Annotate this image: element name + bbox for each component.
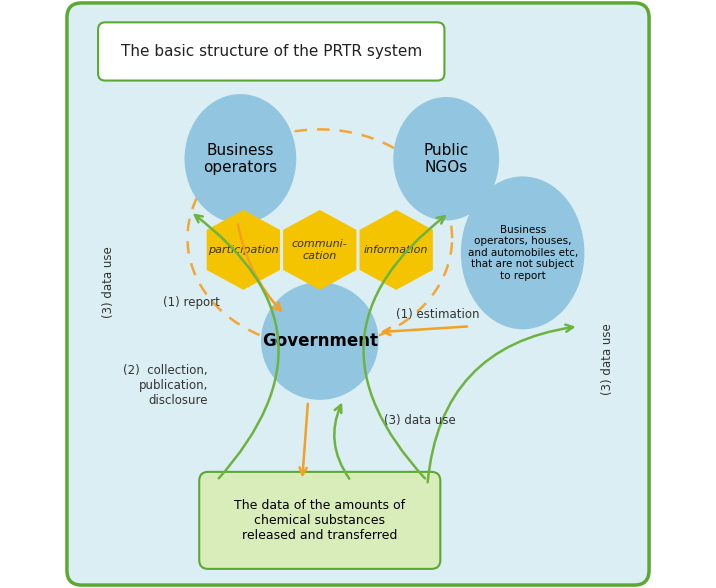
FancyBboxPatch shape	[98, 22, 445, 81]
Polygon shape	[359, 210, 433, 290]
Ellipse shape	[185, 94, 296, 223]
Text: The data of the amounts of
chemical substances
released and transferred: The data of the amounts of chemical subs…	[234, 499, 405, 542]
Text: Business
operators: Business operators	[203, 142, 278, 175]
Ellipse shape	[393, 97, 499, 220]
Text: (3) data use: (3) data use	[102, 246, 115, 318]
Text: (1) report: (1) report	[163, 296, 220, 309]
Ellipse shape	[261, 282, 379, 400]
Text: (3) data use: (3) data use	[601, 323, 614, 395]
Text: (1) estimation: (1) estimation	[396, 308, 480, 321]
Text: Government: Government	[262, 332, 378, 350]
FancyBboxPatch shape	[199, 472, 440, 569]
FancyBboxPatch shape	[67, 3, 649, 585]
Text: Business
operators, houses,
and automobiles etc,
that are not subject
to report: Business operators, houses, and automobi…	[468, 225, 578, 281]
Polygon shape	[207, 210, 280, 290]
Polygon shape	[283, 210, 357, 290]
Text: Public
NGOs: Public NGOs	[423, 142, 469, 175]
Text: (3) data use: (3) data use	[384, 414, 456, 427]
Text: (2)  collection,
publication,
disclosure: (2) collection, publication, disclosure	[123, 363, 208, 407]
Text: participation: participation	[208, 245, 279, 255]
Text: communi-
cation: communi- cation	[292, 239, 348, 260]
Text: information: information	[364, 245, 428, 255]
Ellipse shape	[461, 176, 584, 329]
Text: The basic structure of the PRTR system: The basic structure of the PRTR system	[121, 44, 422, 59]
